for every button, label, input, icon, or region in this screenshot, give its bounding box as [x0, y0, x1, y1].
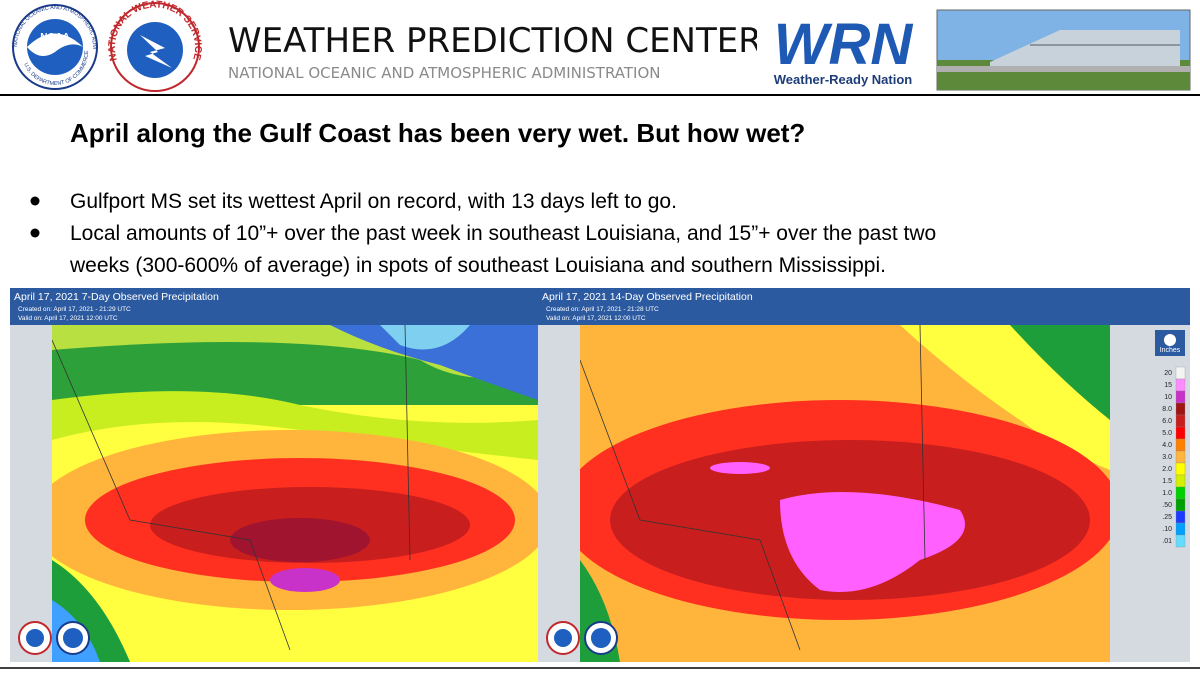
legend-swatch	[1175, 402, 1186, 416]
legend-swatch	[1175, 390, 1186, 404]
map-created: Created on: April 17, 2021 - 21:29 UTC	[18, 306, 131, 313]
legend-swatch	[1175, 522, 1186, 536]
legend-label: 3.0	[1162, 454, 1172, 461]
legend-swatch	[1175, 510, 1186, 524]
legend-swatch	[1175, 450, 1186, 464]
legend-swatch	[1175, 378, 1186, 392]
bullet-continued: weeks (300-600% of average) in spots of …	[69, 254, 886, 277]
nws-logo: NATIONAL WEATHER SERVICE	[107, 0, 203, 92]
legend-swatch	[1175, 474, 1186, 488]
legend-swatch	[1175, 486, 1186, 500]
bullet: Gulfport MS set its wettest April on rec…	[70, 190, 677, 213]
panel-logos	[18, 621, 90, 655]
slide-title: April along the Gulf Coast has been very…	[70, 118, 805, 148]
wrn-text: Weather-Ready Nation	[774, 72, 913, 87]
precip-map	[580, 325, 1110, 662]
noaa-text: NOAA	[40, 32, 69, 43]
legend-title: Inches	[1160, 347, 1181, 354]
wrn-mark: WRN	[774, 12, 914, 77]
map-valid: Valid on: April 17, 2021 12:00 UTC	[546, 315, 646, 322]
bullet-dot	[30, 196, 40, 206]
map-panel: April 17, 2021 14-Day Observed Precipita…	[538, 288, 1190, 662]
map-title: April 17, 2021 7-Day Observed Precipitat…	[14, 291, 219, 303]
wrn-logo: WRN Weather-Ready Nation	[757, 12, 929, 90]
legend-swatch	[1175, 498, 1186, 512]
map-panel: April 17, 2021 7-Day Observed Precipitat…	[10, 288, 538, 662]
legend-label: 10	[1164, 394, 1172, 401]
bullet-dot	[30, 228, 40, 238]
precip-map	[52, 325, 538, 662]
legend-label: 1.5	[1162, 478, 1172, 485]
legend-label: 2.0	[1162, 466, 1172, 473]
map-title: April 17, 2021 14-Day Observed Precipita…	[542, 291, 753, 303]
bullet: Local amounts of 10”+ over the past week…	[70, 222, 936, 245]
legend-label: .10	[1162, 526, 1172, 533]
legend-label: 4.0	[1162, 442, 1172, 449]
legend-label: .01	[1162, 538, 1172, 545]
legend-label: 20	[1164, 370, 1172, 377]
legend-label: 15	[1164, 382, 1172, 389]
legend-swatch	[1175, 414, 1186, 428]
legend-label: .25	[1162, 514, 1172, 521]
header-title: WEATHER PREDICTION CENTER	[228, 21, 762, 61]
legend-swatch	[1175, 534, 1186, 548]
legend-swatch	[1175, 438, 1186, 452]
noaa-logo: NOAA NATIONAL OCEANIC AND ATMOSPHERIC AD…	[0, 0, 98, 90]
legend-swatch	[1175, 426, 1186, 440]
header-subtitle: NATIONAL OCEANIC AND ATMOSPHERIC ADMINIS…	[228, 64, 660, 82]
legend-label: 6.0	[1162, 418, 1172, 425]
legend: Inches 20 15 10 8.0 6.0 5.0 4.0 3.0 2.0 1.5 1.0 .50…	[1155, 330, 1186, 548]
legend-label: 1.0	[1162, 490, 1172, 497]
legend-label: 5.0	[1162, 430, 1172, 437]
map-created: Created on: April 17, 2021 - 21:28 UTC	[546, 306, 659, 313]
building-photo	[936, 9, 1191, 91]
legend-label: 8.0	[1162, 406, 1172, 413]
legend-swatch	[1175, 366, 1186, 380]
legend-label: .50	[1162, 502, 1172, 509]
map-valid: Valid on: April 17, 2021 12:00 UTC	[18, 315, 118, 322]
legend-swatch	[1175, 462, 1186, 476]
panel-logos	[546, 621, 618, 655]
